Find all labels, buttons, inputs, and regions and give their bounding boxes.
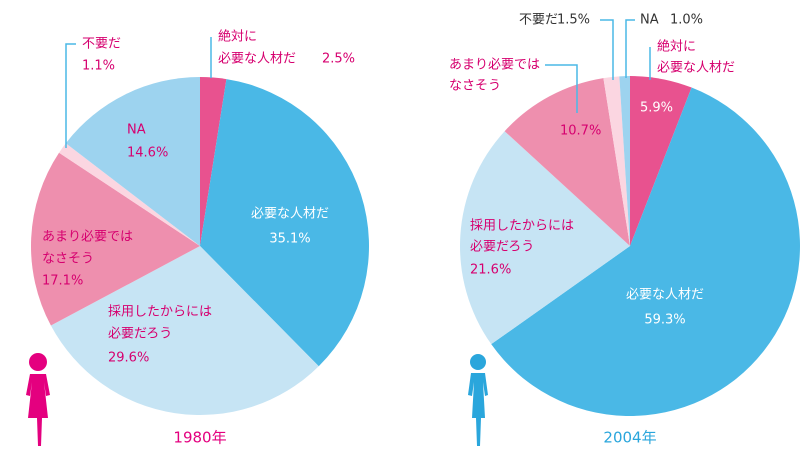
value-label: 1.1%	[82, 59, 115, 74]
chart-title: 2004年	[603, 429, 656, 447]
pie-slice	[460, 131, 630, 345]
pie-slice	[491, 87, 801, 416]
slice-label: 絶対に	[218, 29, 257, 45]
figure-2004	[468, 354, 488, 446]
pie-slice	[200, 77, 227, 246]
slice-label: 不要だ	[519, 13, 558, 28]
chart-title: 1980年	[173, 429, 226, 447]
leader-line	[625, 19, 635, 78]
value-label: 1.0%	[670, 13, 703, 28]
slice-label: 必要な人材だ	[657, 61, 735, 76]
slice-label: 必要だろう	[470, 240, 534, 255]
value-label: 14.6%	[127, 146, 168, 161]
slice-label: 必要な人材だ	[251, 207, 329, 222]
leader-line	[545, 64, 578, 113]
pie-slice	[603, 76, 630, 247]
pie-slice	[630, 76, 692, 246]
figure-1980	[26, 353, 50, 446]
slice-label: NA	[127, 123, 146, 138]
value-label: 5.9%	[640, 101, 673, 116]
slice-label: なさそう	[42, 252, 94, 267]
slice-label: 必要だろう	[108, 327, 172, 342]
slice-label: 絶対に	[657, 39, 696, 55]
value-label: 29.6%	[108, 351, 149, 366]
slice-label: あまり必要では	[449, 58, 540, 73]
value-label: 1.5%	[557, 13, 590, 28]
slice-label: あまり必要では	[42, 230, 133, 245]
pie-slice	[504, 78, 630, 246]
slice-label: 必要な人材だ	[626, 288, 704, 303]
leader-line	[65, 43, 76, 148]
value-label: 59.3%	[644, 313, 685, 328]
value-label: 21.6%	[470, 263, 511, 278]
slice-label: 必要な人材だ	[218, 52, 296, 67]
value-label: 17.1%	[42, 274, 83, 289]
leader-line	[600, 19, 614, 80]
pie-slice	[50, 246, 319, 416]
value-label: 10.7%	[560, 124, 601, 139]
pie-slice	[65, 77, 201, 246]
slice-label: 不要だ	[82, 37, 121, 52]
pie-slice	[619, 76, 630, 246]
slice-label: 採用したからには	[470, 219, 574, 234]
value-label: 35.1%	[269, 232, 310, 247]
slice-label: なさそう	[449, 79, 501, 94]
slice-label: 採用したからには	[108, 305, 212, 320]
pie-slice	[200, 79, 370, 367]
pie-slice	[31, 152, 201, 326]
pie-slice	[59, 143, 201, 246]
value-label: 2.5%	[322, 52, 355, 67]
slice-label: NA	[640, 13, 659, 28]
